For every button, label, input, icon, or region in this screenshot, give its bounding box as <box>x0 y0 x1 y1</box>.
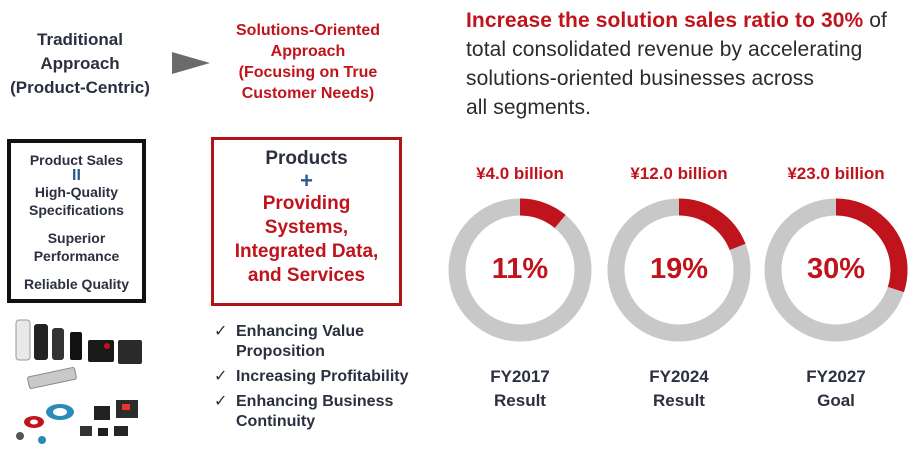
donut-slice <box>607 198 751 342</box>
transition-arrow-icon <box>172 52 210 74</box>
check-icon: ✓ <box>214 323 228 340</box>
checklist-item: ✓ Increasing Profitability <box>214 367 444 387</box>
percent-label: 19% <box>649 253 709 285</box>
amount-label: ¥23.0 billion <box>787 164 885 183</box>
services-line: and Services <box>247 265 366 286</box>
checklist-text: Enhancing Value <box>236 323 365 340</box>
traditional-approach-label: Traditional Approach (Product-Centric) <box>0 28 160 100</box>
light-bar-image <box>27 367 77 389</box>
period-year: FY2027 <box>806 367 866 386</box>
period-status: Result <box>653 391 705 410</box>
headline-line: total consolidated revenue by accelerati… <box>466 38 863 61</box>
checklist-text: Enhancing Business <box>236 393 394 410</box>
period-status: Result <box>494 391 546 410</box>
traditional-line: (Product-Centric) <box>10 78 150 97</box>
traditional-line: Approach <box>40 54 120 73</box>
headline-emphasis: Increase the solution sales ratio to 30% <box>466 9 864 32</box>
plus-icon: + <box>300 168 313 193</box>
headline-line: solutions-oriented businesses across <box>466 67 814 90</box>
checklist-item: ✓ Enhancing Value Proposition <box>214 322 444 362</box>
solutions-line: (Focusing on True <box>238 64 378 81</box>
checklist-item: ✓ Enhancing Business Continuity <box>214 392 444 432</box>
box-item: Reliable Quality <box>23 276 130 292</box>
solutions-box: Products + Providing Systems, Integrated… <box>211 137 402 306</box>
sensor-image <box>118 340 142 364</box>
donut-slice <box>764 198 908 342</box>
checklist-text: Increasing Profitability <box>236 368 409 385</box>
box-item: Superior <box>47 230 106 246</box>
checklist-text: Continuity <box>236 413 316 430</box>
services-line: Systems, <box>264 217 349 238</box>
donut-chart <box>607 198 751 342</box>
product-images <box>15 319 142 444</box>
box-item: High-Quality <box>34 184 119 200</box>
solutions-approach-label: Solutions-Oriented Approach (Focusing on… <box>210 20 406 104</box>
services-line: Integrated Data, <box>234 241 379 262</box>
sensor-image <box>15 319 31 361</box>
traditional-line: Traditional <box>37 30 123 49</box>
sensor-image <box>70 332 82 360</box>
solutions-line: Approach <box>270 43 346 60</box>
box-item: Product Sales <box>29 152 124 168</box>
donut-slice <box>448 198 592 342</box>
checklist-text: Proposition <box>236 343 325 360</box>
sensor-image <box>88 340 114 362</box>
period-status: Goal <box>817 391 855 410</box>
period-label: FY2027 Goal <box>761 365 908 413</box>
check-icon: ✓ <box>214 368 228 385</box>
headline-line: all segments. <box>466 96 592 119</box>
module-image <box>80 426 92 436</box>
box-item: Performance <box>33 248 120 264</box>
donut-chart <box>764 198 908 342</box>
check-icon: ✓ <box>214 393 228 410</box>
headline: Increase the solution sales ratio to 30%… <box>466 6 908 122</box>
period-label: FY2017 Result <box>445 365 595 413</box>
module-image <box>94 406 110 420</box>
period-year: FY2017 <box>490 367 550 386</box>
equals-icon: II <box>72 167 81 184</box>
services-line: Providing <box>262 193 351 214</box>
donut-chart <box>448 198 592 342</box>
percent-label: 30% <box>806 253 866 285</box>
solutions-line: Solutions-Oriented <box>236 22 380 39</box>
period-year: FY2024 <box>649 367 709 386</box>
benefits-checklist: ✓ Enhancing Value Proposition ✓ Increasi… <box>214 322 444 437</box>
solutions-line: Customer Needs) <box>241 85 375 102</box>
headline-rest: of <box>863 9 887 32</box>
percent-label: 11% <box>491 253 549 285</box>
box-item: Specifications <box>29 202 124 218</box>
module-image <box>98 428 108 436</box>
products-label: Products <box>265 148 348 169</box>
period-label: FY2024 Result <box>604 365 754 413</box>
module-image <box>114 426 128 436</box>
product-sales-box: Product Sales II High-Quality Specificat… <box>7 139 146 303</box>
sensor-image <box>34 324 48 360</box>
amount-label: ¥4.0 billion <box>476 164 564 183</box>
sensor-image <box>52 328 64 360</box>
amount-label: ¥12.0 billion <box>630 164 728 183</box>
